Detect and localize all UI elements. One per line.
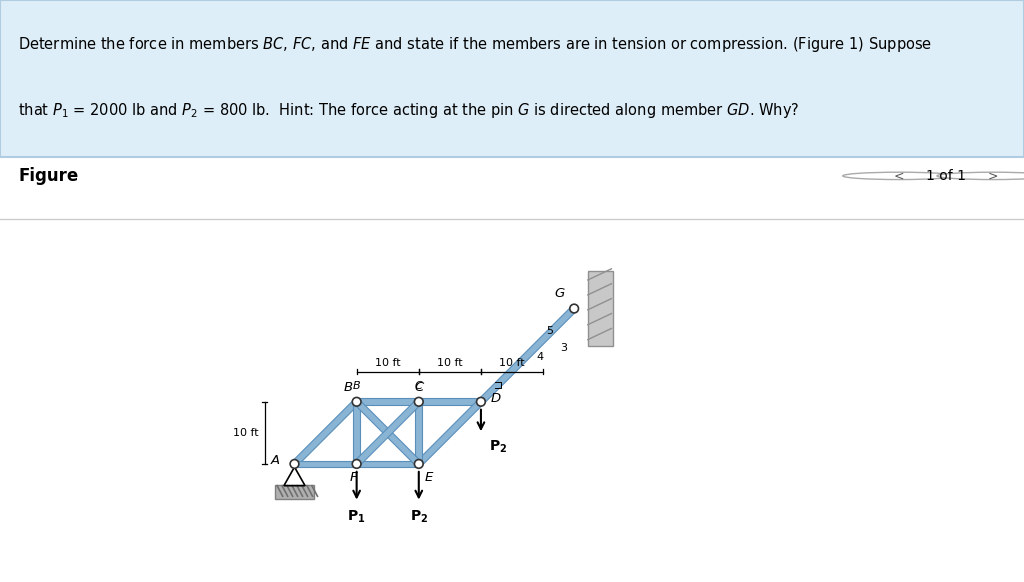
Polygon shape xyxy=(354,399,421,466)
Text: $A$: $A$ xyxy=(270,455,281,467)
Circle shape xyxy=(352,398,361,406)
Circle shape xyxy=(415,398,423,406)
Text: $B$: $B$ xyxy=(352,379,361,392)
Circle shape xyxy=(843,172,955,180)
Text: $C$: $C$ xyxy=(415,381,426,393)
Polygon shape xyxy=(295,460,356,467)
Text: 10 ft: 10 ft xyxy=(437,357,463,368)
Circle shape xyxy=(937,172,1024,180)
Text: $E$: $E$ xyxy=(424,471,434,484)
Polygon shape xyxy=(292,399,359,466)
Bar xyxy=(588,271,612,346)
Circle shape xyxy=(415,460,423,469)
Text: $B$: $B$ xyxy=(343,381,353,393)
Polygon shape xyxy=(354,399,421,466)
Text: $\mathbf{P_2}$: $\mathbf{P_2}$ xyxy=(489,439,507,456)
Text: 10 ft: 10 ft xyxy=(232,428,258,438)
Text: $G$: $G$ xyxy=(554,288,565,300)
Circle shape xyxy=(569,304,579,313)
Text: Figure: Figure xyxy=(18,167,79,185)
Text: $4$: $4$ xyxy=(536,350,544,363)
Circle shape xyxy=(476,398,485,406)
Bar xyxy=(274,485,314,499)
Polygon shape xyxy=(356,460,419,467)
Polygon shape xyxy=(416,402,422,464)
Text: that $P_1$ = 2000 lb and $P_2$ = 800 lb.  Hint: The force acting at the pin $G$ : that $P_1$ = 2000 lb and $P_2$ = 800 lb.… xyxy=(18,101,800,119)
Text: >: > xyxy=(988,169,998,182)
Polygon shape xyxy=(353,402,360,464)
Circle shape xyxy=(352,460,361,469)
Polygon shape xyxy=(356,398,419,405)
Circle shape xyxy=(290,460,299,469)
Text: 10 ft: 10 ft xyxy=(375,357,400,368)
Polygon shape xyxy=(478,306,577,404)
Text: 1 of 1: 1 of 1 xyxy=(926,169,967,183)
Text: $D$: $D$ xyxy=(489,392,501,405)
Text: 10 ft: 10 ft xyxy=(499,357,525,368)
Text: $3$: $3$ xyxy=(560,341,568,353)
Polygon shape xyxy=(417,399,483,466)
Text: $C$: $C$ xyxy=(414,379,424,392)
Text: <: < xyxy=(894,169,904,182)
Text: $5$: $5$ xyxy=(546,324,554,336)
Text: $F$: $F$ xyxy=(348,471,358,484)
FancyBboxPatch shape xyxy=(0,0,1024,157)
Text: $\mathbf{P_2}$: $\mathbf{P_2}$ xyxy=(410,509,428,525)
Text: $\mathbf{P_1}$: $\mathbf{P_1}$ xyxy=(347,509,366,525)
Polygon shape xyxy=(419,398,481,405)
Text: Determine the force in members $\mathit{BC}$, $\mathit{FC}$, and $\mathit{FE}$ a: Determine the force in members $\mathit{… xyxy=(18,34,933,54)
